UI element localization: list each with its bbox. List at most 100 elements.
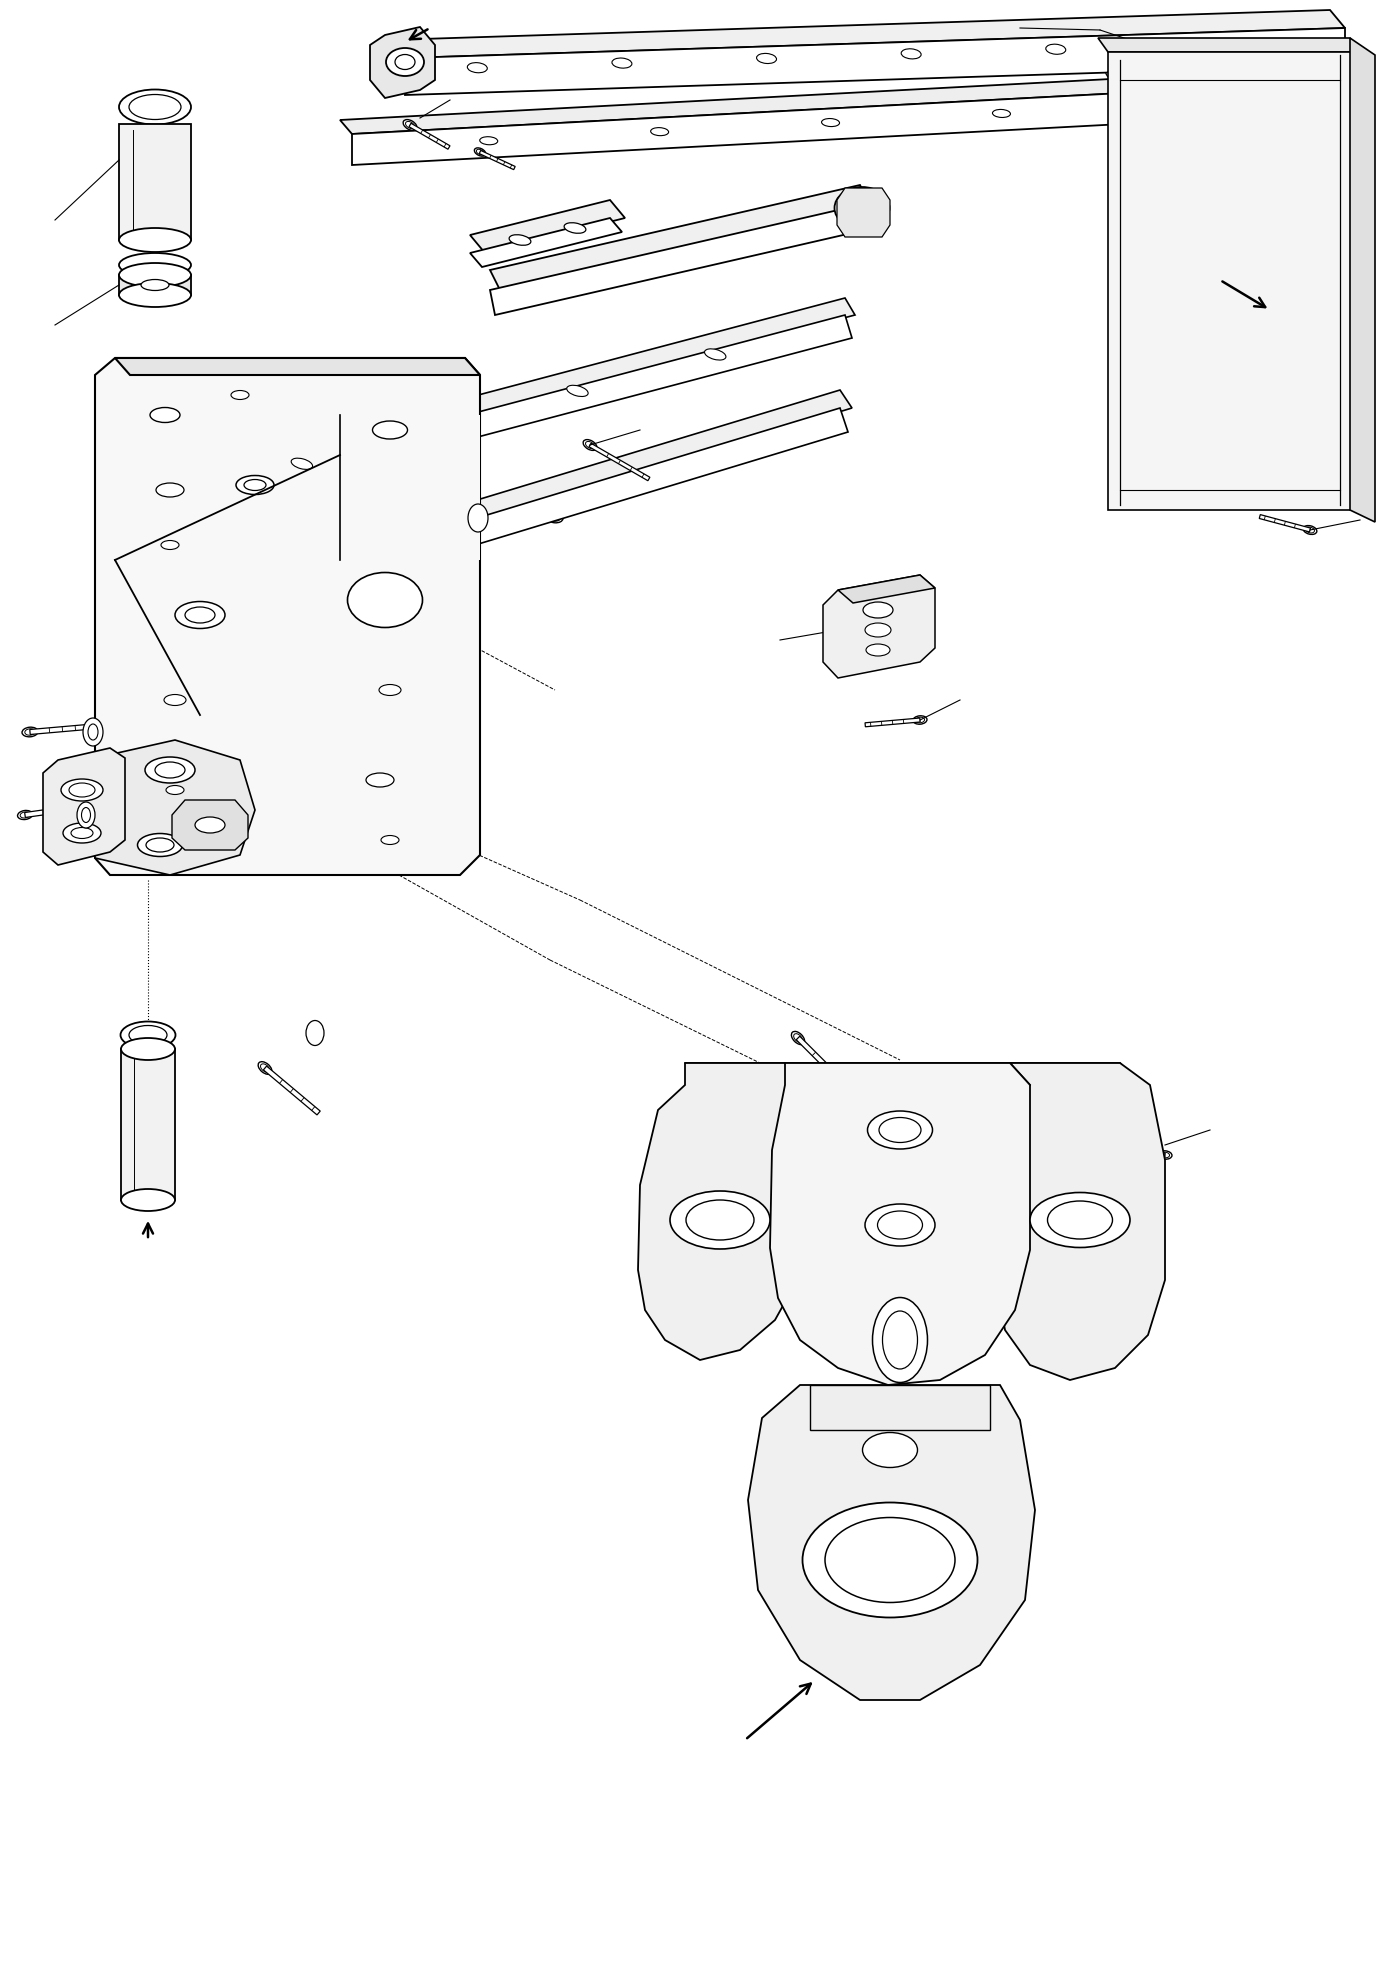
Ellipse shape xyxy=(306,1020,324,1045)
Ellipse shape xyxy=(82,718,103,745)
Ellipse shape xyxy=(381,835,400,845)
Ellipse shape xyxy=(992,110,1010,118)
Ellipse shape xyxy=(509,235,531,245)
Polygon shape xyxy=(339,416,481,561)
Ellipse shape xyxy=(18,810,32,820)
Polygon shape xyxy=(638,1063,810,1361)
Ellipse shape xyxy=(366,773,394,786)
Polygon shape xyxy=(479,151,515,171)
Ellipse shape xyxy=(184,608,215,624)
Ellipse shape xyxy=(704,349,726,361)
Ellipse shape xyxy=(386,47,425,76)
Ellipse shape xyxy=(757,53,777,63)
Polygon shape xyxy=(95,739,256,875)
Ellipse shape xyxy=(231,390,249,400)
Ellipse shape xyxy=(122,1037,175,1061)
Polygon shape xyxy=(29,724,95,735)
Polygon shape xyxy=(995,1063,1165,1381)
Ellipse shape xyxy=(865,1204,935,1245)
Polygon shape xyxy=(43,747,124,865)
Ellipse shape xyxy=(476,149,483,155)
Polygon shape xyxy=(1098,37,1361,53)
Polygon shape xyxy=(1105,49,1151,76)
Ellipse shape xyxy=(161,541,179,549)
Ellipse shape xyxy=(81,808,91,822)
Ellipse shape xyxy=(866,643,890,657)
Ellipse shape xyxy=(122,1188,175,1212)
Polygon shape xyxy=(225,298,855,478)
Ellipse shape xyxy=(915,718,925,724)
Ellipse shape xyxy=(862,1432,918,1467)
Ellipse shape xyxy=(612,59,631,69)
Ellipse shape xyxy=(25,729,35,735)
Polygon shape xyxy=(122,1049,175,1200)
Ellipse shape xyxy=(879,1118,921,1143)
Ellipse shape xyxy=(826,1518,956,1602)
Ellipse shape xyxy=(686,1200,754,1239)
Polygon shape xyxy=(490,184,870,290)
Ellipse shape xyxy=(585,441,595,449)
Ellipse shape xyxy=(163,694,186,706)
Polygon shape xyxy=(1350,37,1375,522)
Ellipse shape xyxy=(156,482,184,496)
Ellipse shape xyxy=(155,763,184,779)
Ellipse shape xyxy=(20,812,29,818)
Ellipse shape xyxy=(88,724,98,739)
Ellipse shape xyxy=(63,824,101,843)
Polygon shape xyxy=(339,71,1292,133)
Polygon shape xyxy=(352,84,1292,165)
Ellipse shape xyxy=(1046,45,1066,55)
Ellipse shape xyxy=(119,90,191,124)
Polygon shape xyxy=(115,359,481,375)
Polygon shape xyxy=(490,206,865,316)
Ellipse shape xyxy=(1161,1153,1169,1157)
Polygon shape xyxy=(865,718,921,728)
Ellipse shape xyxy=(348,573,422,628)
Ellipse shape xyxy=(821,118,840,127)
Ellipse shape xyxy=(793,1033,802,1043)
Polygon shape xyxy=(469,200,624,253)
Ellipse shape xyxy=(1306,528,1315,533)
Ellipse shape xyxy=(873,1298,928,1383)
Ellipse shape xyxy=(429,422,450,433)
Ellipse shape xyxy=(119,253,191,277)
Ellipse shape xyxy=(258,1061,272,1075)
Polygon shape xyxy=(405,27,1345,94)
Ellipse shape xyxy=(914,716,928,724)
Ellipse shape xyxy=(68,782,95,796)
Polygon shape xyxy=(1259,514,1310,531)
Polygon shape xyxy=(469,218,622,267)
Ellipse shape xyxy=(1303,526,1317,535)
Polygon shape xyxy=(685,1063,1130,1075)
Ellipse shape xyxy=(868,1112,933,1149)
Ellipse shape xyxy=(196,818,225,833)
Polygon shape xyxy=(264,1067,320,1116)
Ellipse shape xyxy=(1144,45,1157,55)
Ellipse shape xyxy=(834,186,890,229)
Ellipse shape xyxy=(147,837,175,851)
Polygon shape xyxy=(409,124,450,149)
Ellipse shape xyxy=(792,1031,805,1045)
Ellipse shape xyxy=(468,63,488,73)
Ellipse shape xyxy=(651,127,669,135)
Polygon shape xyxy=(345,408,848,582)
Ellipse shape xyxy=(137,833,183,857)
Polygon shape xyxy=(590,443,650,480)
Ellipse shape xyxy=(550,516,560,522)
Ellipse shape xyxy=(1146,47,1154,53)
Polygon shape xyxy=(796,1035,852,1092)
Polygon shape xyxy=(119,124,191,239)
Ellipse shape xyxy=(479,137,497,145)
Ellipse shape xyxy=(379,684,401,696)
Ellipse shape xyxy=(373,422,408,439)
Ellipse shape xyxy=(129,1026,168,1045)
Ellipse shape xyxy=(671,1190,770,1249)
Polygon shape xyxy=(345,390,852,559)
Ellipse shape xyxy=(564,224,585,233)
Polygon shape xyxy=(747,1384,1035,1700)
Ellipse shape xyxy=(260,1065,270,1073)
Ellipse shape xyxy=(120,1022,176,1049)
Polygon shape xyxy=(225,316,852,502)
Polygon shape xyxy=(390,10,1345,59)
Polygon shape xyxy=(838,575,935,602)
